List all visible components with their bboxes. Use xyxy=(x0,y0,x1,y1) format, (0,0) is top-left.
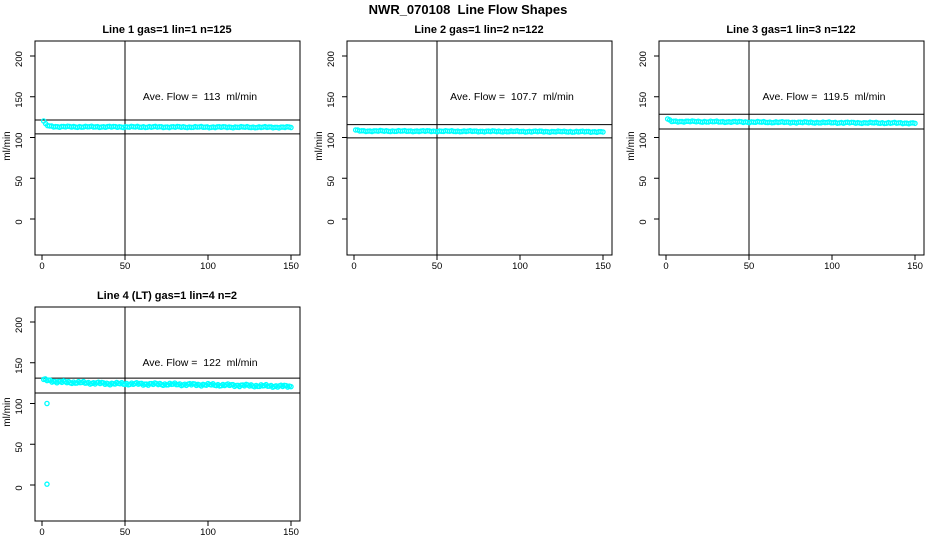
panel-line-1: Line 1 gas=1 lin=1 n=125 ml/min Ave. Flo… xyxy=(0,16,312,274)
y-tick-label: 200 xyxy=(638,51,649,67)
y-axis-label: ml/min xyxy=(2,131,13,160)
panel-line-4: Line 4 (LT) gas=1 lin=4 n=2 ml/min Ave. … xyxy=(0,282,312,540)
x-tick-label: 150 xyxy=(283,527,299,538)
y-tick-label: 50 xyxy=(14,176,25,187)
annotation-text: Ave. Flow = 119.5 ml/min xyxy=(762,91,885,103)
y-tick-label: 100 xyxy=(14,399,25,415)
y-tick-label: 0 xyxy=(14,485,25,490)
y-tick-label: 50 xyxy=(14,442,25,453)
plot-line-4: Line 4 (LT) gas=1 lin=4 n=2 ml/min Ave. … xyxy=(2,290,301,538)
outlier-point xyxy=(44,481,50,487)
y-tick-label: 150 xyxy=(14,92,25,108)
y-tick-label: 150 xyxy=(14,358,25,374)
y-axis-label: ml/min xyxy=(314,131,325,160)
x-tick-label: 0 xyxy=(39,261,44,272)
x-tick-label: 100 xyxy=(512,261,528,272)
annotation-text: Ave. Flow = 107.7 ml/min xyxy=(450,91,574,103)
annotation-text: Ave. Flow = 113 ml/min xyxy=(143,91,257,103)
plot-content: 0 50 100 150 0 50 100 150 200 xyxy=(326,40,613,272)
data-point xyxy=(912,120,918,127)
x-tick-label: 0 xyxy=(351,261,356,272)
figure-title: NWR_070108 Line Flow Shapes xyxy=(368,2,568,17)
y-tick-label: 50 xyxy=(326,176,337,187)
y-tick-label: 0 xyxy=(638,219,649,224)
data-point xyxy=(288,124,294,131)
panel-title: Line 3 gas=1 lin=3 n=122 xyxy=(726,24,855,36)
x-tick-label: 0 xyxy=(663,261,668,272)
x-tick-label: 100 xyxy=(200,261,216,272)
y-tick-label: 200 xyxy=(14,317,25,333)
y-tick-label: 100 xyxy=(326,133,337,149)
annotation-text: Ave. Flow = 122 ml/min xyxy=(142,357,257,369)
plot-line-3: Line 3 gas=1 lin=3 n=122 ml/min Ave. Flo… xyxy=(626,24,925,272)
x-tick-label: 150 xyxy=(595,261,611,272)
plot-content: 0 50 100 150 0 50 100 150 200 xyxy=(14,40,301,272)
y-tick-label: 100 xyxy=(14,133,25,149)
x-tick-label: 0 xyxy=(39,527,44,538)
outlier-point xyxy=(44,400,50,407)
y-axis-label: ml/min xyxy=(2,397,13,426)
plot-content: 0 50 100 150 0 50 100 150 200 xyxy=(638,40,925,272)
plot-line-1: Line 1 gas=1 lin=1 n=125 ml/min Ave. Flo… xyxy=(2,24,301,272)
plot-box xyxy=(658,40,925,256)
data-point xyxy=(288,383,294,390)
plot-box xyxy=(34,306,301,522)
x-tick-label: 50 xyxy=(120,261,131,272)
panel-line-2: Line 2 gas=1 lin=2 n=122 ml/min Ave. Flo… xyxy=(312,16,624,274)
y-tick-label: 100 xyxy=(638,133,649,149)
y-tick-label: 0 xyxy=(14,219,25,224)
x-tick-label: 50 xyxy=(744,261,755,272)
y-tick-label: 200 xyxy=(14,51,25,67)
x-tick-label: 150 xyxy=(907,261,923,272)
data-point xyxy=(600,129,606,135)
y-tick-label: 0 xyxy=(326,219,337,224)
x-tick-label: 50 xyxy=(120,527,131,538)
x-tick-label: 150 xyxy=(283,261,299,272)
panel-title: Line 4 (LT) gas=1 lin=4 n=2 xyxy=(97,290,237,302)
plot-box xyxy=(346,40,613,256)
plot-box xyxy=(34,40,301,256)
y-tick-label: 50 xyxy=(638,176,649,187)
panel-line-3: Line 3 gas=1 lin=3 n=122 ml/min Ave. Flo… xyxy=(624,16,936,274)
panel-title: Line 1 gas=1 lin=1 n=125 xyxy=(102,24,231,36)
panel-title: Line 2 gas=1 lin=2 n=122 xyxy=(414,24,543,36)
plot-content: 0 50 100 150 0 50 100 150 200 xyxy=(14,306,301,538)
plot-line-2: Line 2 gas=1 lin=2 n=122 ml/min Ave. Flo… xyxy=(314,24,613,272)
x-tick-label: 100 xyxy=(824,261,840,272)
x-tick-label: 100 xyxy=(200,527,216,538)
y-tick-label: 200 xyxy=(326,51,337,67)
y-tick-label: 150 xyxy=(326,92,337,108)
x-tick-label: 50 xyxy=(432,261,443,272)
y-tick-label: 150 xyxy=(638,92,649,108)
y-axis-label: ml/min xyxy=(626,131,637,160)
